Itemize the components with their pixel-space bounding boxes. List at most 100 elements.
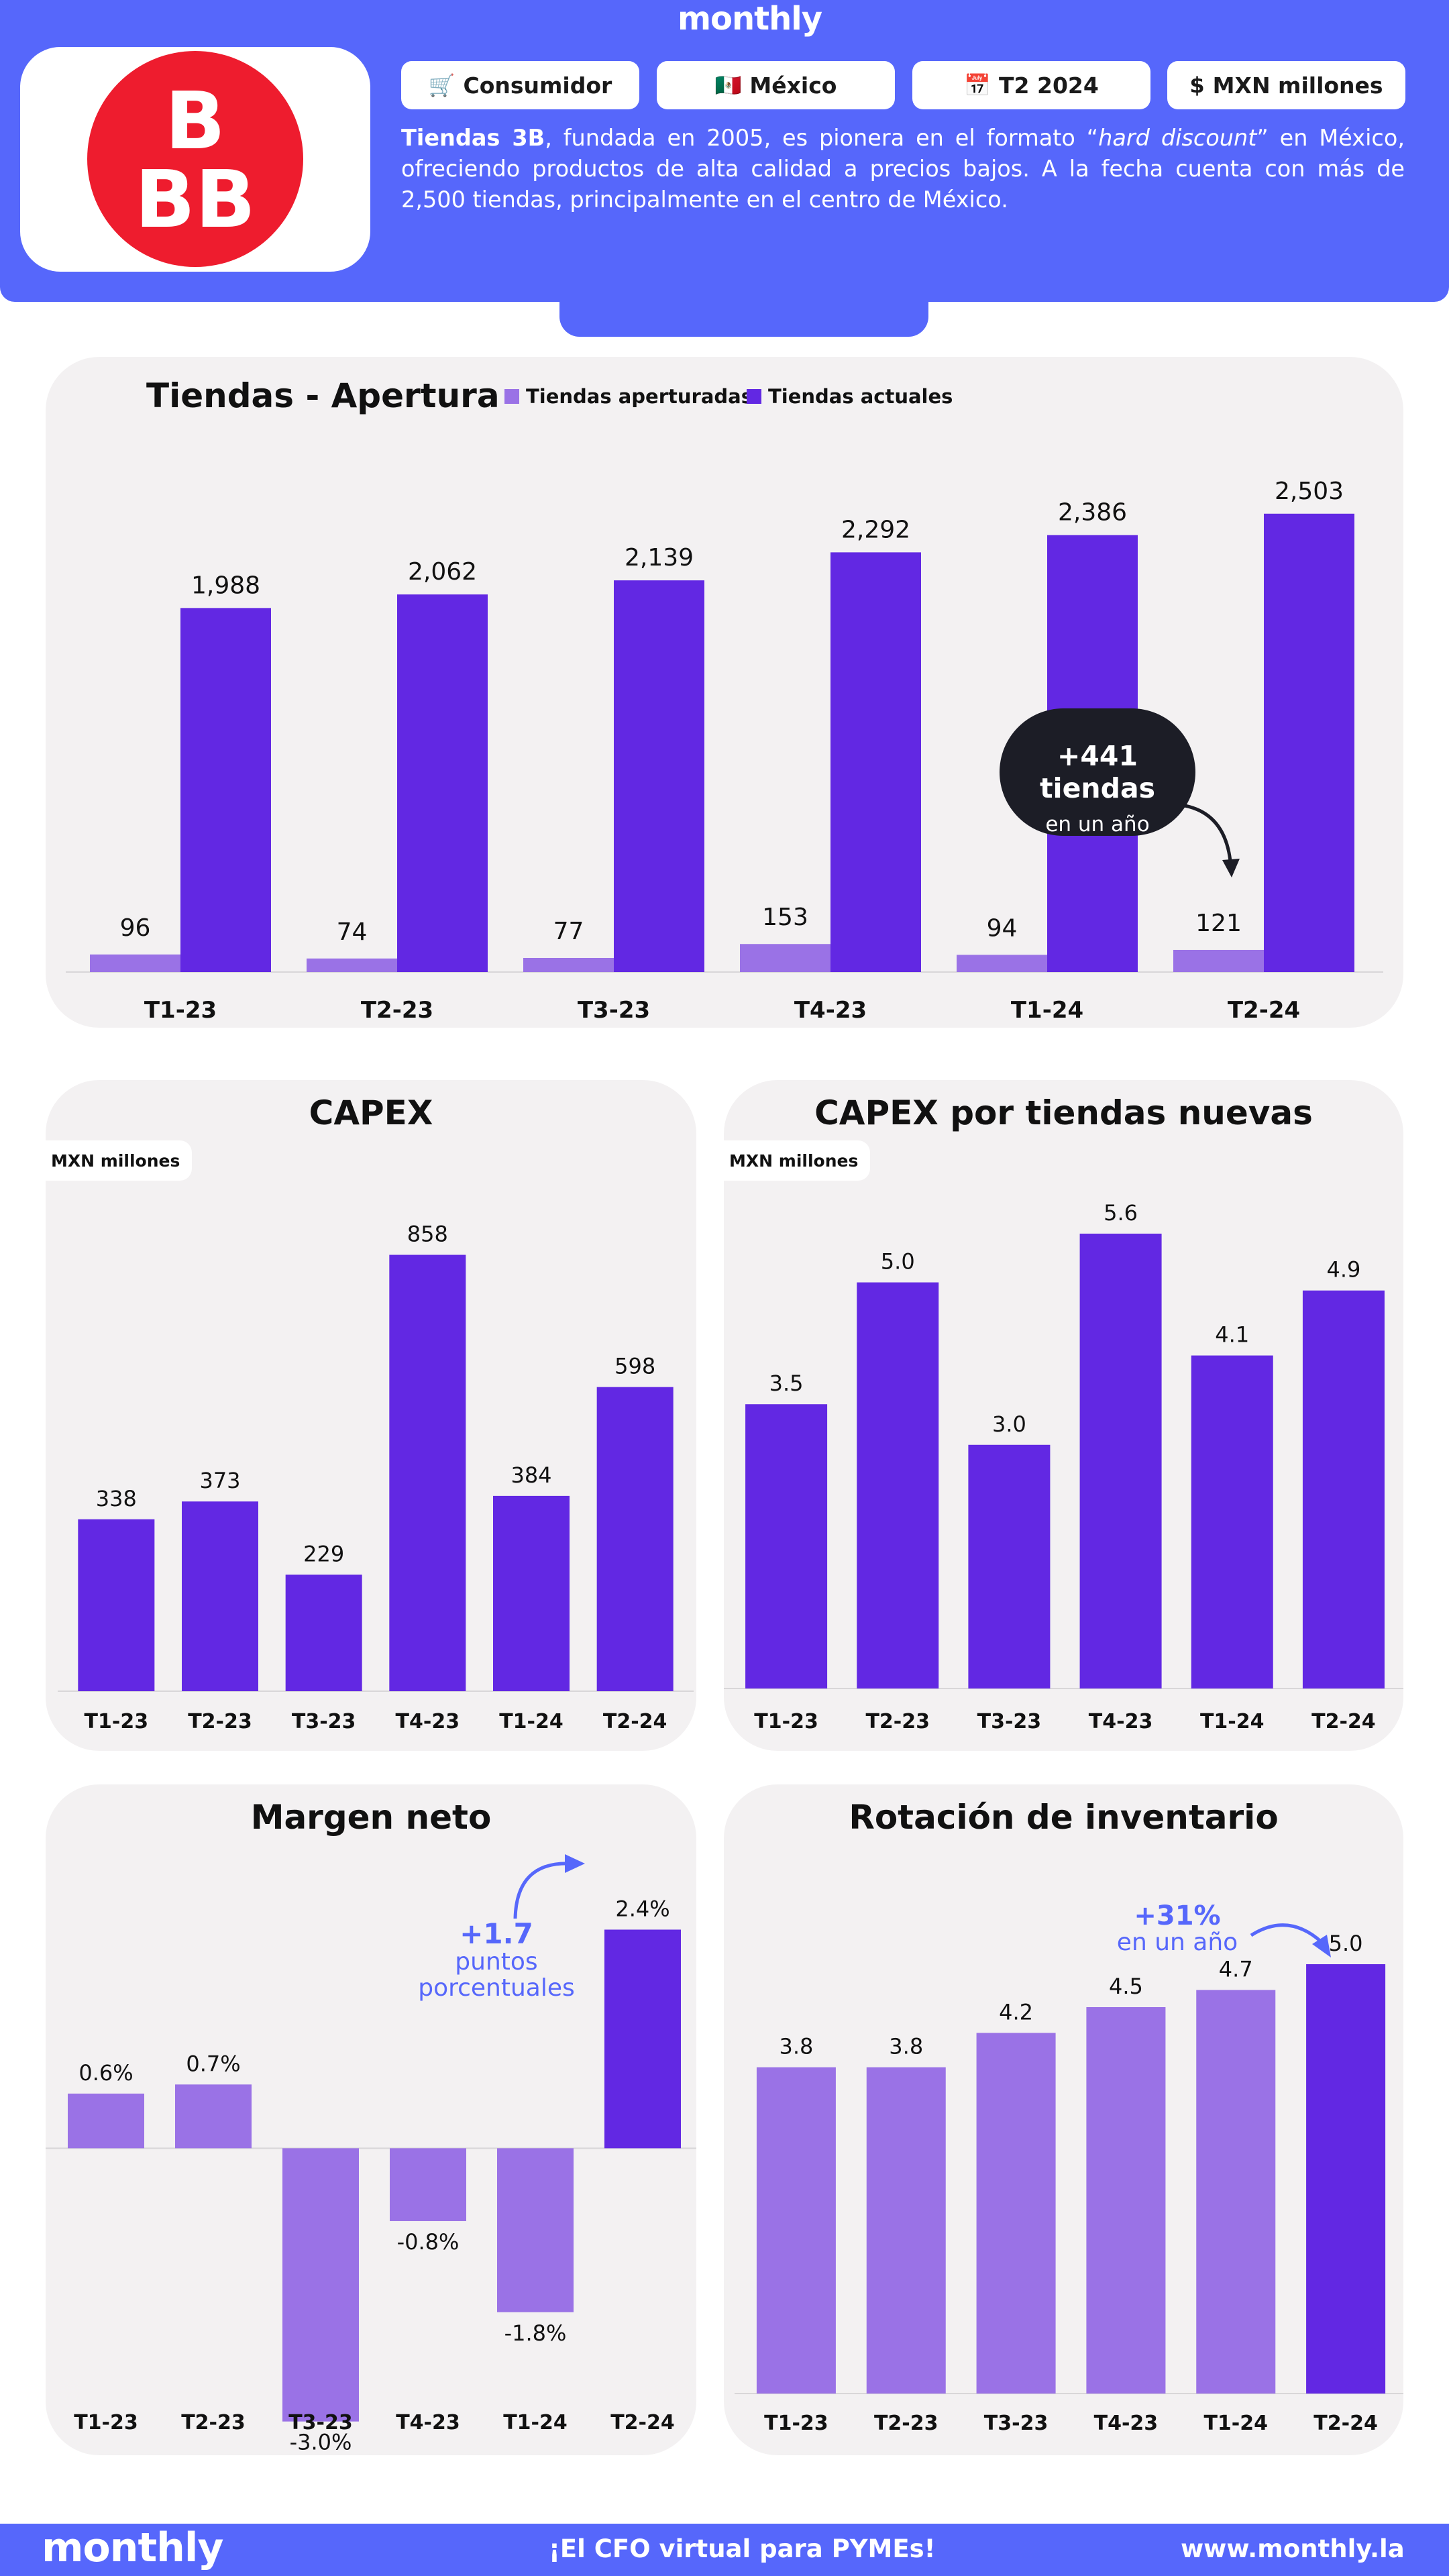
- tiendas-x-tick: T1-24: [1011, 997, 1083, 1024]
- annotation-margen: +1.7 puntos porcentuales: [396, 1919, 597, 2002]
- tiendas-x-tick: T3-23: [578, 997, 650, 1024]
- pill-period: 📅 T2 2024: [912, 61, 1150, 109]
- pill-sector-label: Consumidor: [463, 72, 612, 99]
- chart-capex-value-label: 858: [407, 1222, 448, 1247]
- chart-rotacion-value-label: 4.7: [1219, 1956, 1253, 1982]
- chart-capex-value-label: 338: [96, 1486, 137, 1511]
- footer-url[interactable]: www.monthly.la: [1181, 2534, 1405, 2563]
- chart-rotacion-x-tick: T2-23: [874, 2412, 938, 2435]
- company-name: Tiendas 3B: [401, 125, 545, 151]
- chart-capex-tienda-x-tick: T1-24: [1200, 1710, 1265, 1733]
- tiendas-label-aperturadas: 94: [987, 914, 1018, 942]
- panel-capex-tienda: [724, 1080, 1403, 1751]
- tiendas-label-aperturadas: 121: [1195, 910, 1242, 937]
- tiendas-bar-actuales: [180, 608, 271, 972]
- tiendas-x-tick: T4-23: [794, 997, 867, 1024]
- rotacion-title: Rotación de inventario: [849, 1798, 1279, 1837]
- chart-capex-x-tick: T2-24: [603, 1710, 667, 1733]
- chart-capex-tienda-x-tick: T1-23: [754, 1710, 818, 1733]
- pill-sector: 🛒 Consumidor: [401, 61, 639, 109]
- chart-margen: 0.6% T1-23 0.7% T2-23 -3.0%T3-23 -0.8% T4-23 -1…: [46, 1896, 696, 2455]
- chart-capex-bar: [596, 1387, 674, 1691]
- chart-capex-tienda-value-label: 5.0: [881, 1249, 915, 1275]
- chart-rotacion-value-label: 3.8: [779, 2034, 813, 2059]
- chart-rotacion-value-label: 4.5: [1109, 1974, 1143, 1999]
- capex-tienda-title: CAPEX por tiendas nuevas: [814, 1093, 1313, 1132]
- annotation-rotacion-arrow-icon: [1250, 1923, 1331, 1957]
- calendar-icon: 📅: [964, 72, 991, 98]
- pill-currency-label: MXN millones: [1212, 72, 1383, 99]
- tiendas-label-actuales: 2,292: [841, 516, 910, 543]
- chart-capex-tienda-bar: [1191, 1355, 1273, 1688]
- annotation-tiendas-line2: en un año: [1045, 812, 1150, 837]
- tiendas-bar-aperturadas: [523, 957, 614, 972]
- chart-rotacion-bar: [1196, 1990, 1276, 2394]
- chart-rotacion-bar: [756, 2067, 836, 2394]
- chart-rotacion-bar: [976, 2033, 1056, 2394]
- desc-part-a: , fundada en 2005, es pionera en el form…: [545, 125, 1099, 151]
- tiendas-bar-actuales: [830, 552, 921, 972]
- desc-part-b: ” en México, ofreciendo productos de alt…: [401, 125, 1405, 213]
- annotation-tiendas-line1: +441 tiendas: [1039, 740, 1156, 804]
- desc-emphasis: hard discount: [1098, 125, 1257, 151]
- dollar-icon: $: [1189, 72, 1205, 98]
- chart-margen-bar: [175, 2084, 252, 2149]
- footer-bar: [0, 2524, 1449, 2576]
- chart-tiendas: 96 1,988 T1-23 74 2,062 T2-23 77 2,139 T3-23 153 2…: [66, 478, 1383, 1024]
- annotation-tiendas-bubble: +441 tiendas en un año: [1000, 708, 1195, 837]
- chart-capex-value-label: 384: [511, 1462, 551, 1488]
- capex-title: CAPEX: [309, 1093, 433, 1132]
- chart-rotacion-value-label: 3.8: [889, 2034, 923, 2059]
- brand-logo-footer: monthly: [42, 2524, 224, 2571]
- chart-margen-x-tick: T3-23: [288, 2411, 353, 2434]
- legend-swatch-aperturadas: [504, 389, 519, 404]
- chart-rotacion-bar: [1306, 1964, 1386, 2394]
- tiendas-label-actuales: 1,988: [191, 572, 260, 599]
- chart-margen-value-label: 0.6%: [78, 2060, 133, 2086]
- tiendas-x-tick: T2-23: [361, 997, 433, 1024]
- chart-margen-x-tick: T2-24: [610, 2411, 675, 2434]
- tiendas-label-actuales: 2,062: [408, 558, 477, 586]
- annotation-margen-line2: puntos: [455, 1948, 538, 1976]
- chart-rotacion-value-label: 5.0: [1329, 1931, 1363, 1956]
- company-description: Tiendas 3B, fundada en 2005, es pionera …: [401, 123, 1405, 215]
- chart-capex-x-tick: T1-24: [499, 1710, 564, 1733]
- annotation-rotacion: +31% en un año: [1100, 1902, 1254, 1955]
- tiendas-x-tick: T2-24: [1228, 997, 1300, 1024]
- chart-rotacion-x-tick: T1-24: [1203, 2412, 1268, 2435]
- tiendas-bar-actuales: [397, 594, 488, 972]
- chart-rotacion-x-tick: T1-23: [764, 2412, 828, 2435]
- logo-letters-bottom: BB: [135, 153, 256, 246]
- legend-swatch-actuales: [747, 389, 761, 404]
- tiendas-bar-aperturadas: [1173, 949, 1264, 972]
- legend-aperturadas: Tiendas aperturadas: [504, 385, 753, 408]
- tiendas-label-aperturadas: 153: [762, 904, 808, 931]
- chart-capex-bar: [285, 1574, 362, 1691]
- chart-rotacion-x-tick: T2-24: [1313, 2412, 1378, 2435]
- tiendas-label-actuales: 2,386: [1058, 499, 1127, 527]
- chart-margen-bar: [604, 1929, 681, 2149]
- chart-capex-x-tick: T4-23: [396, 1710, 460, 1733]
- annotation-margen-arrow-icon: [513, 1854, 585, 1919]
- panel-margen: [46, 1784, 696, 2455]
- legend-actuales: Tiendas actuales: [747, 385, 953, 408]
- tiendas-bar-aperturadas: [307, 958, 397, 972]
- annotation-rotacion-line2: en un año: [1116, 1929, 1238, 1956]
- chart-capex-tienda-value-label: 3.0: [992, 1411, 1026, 1437]
- chart-margen-bar: [68, 2093, 144, 2149]
- chart-margen-x-tick: T1-23: [74, 2411, 138, 2434]
- chart-rotacion: 3.8 T1-23 3.8 T2-23 4.2 T3-23 4.5 T4-23 4.7 T1-24…: [735, 1931, 1403, 2435]
- tiendas-bar-aperturadas: [740, 944, 830, 972]
- margen-title: Margen neto: [250, 1798, 492, 1837]
- chart-capex-tienda-bar: [1079, 1233, 1162, 1688]
- chart-capex-tienda-bar: [1302, 1290, 1385, 1688]
- tiendas-bar-actuales: [614, 580, 704, 972]
- chart-capex-tienda-x-tick: T2-23: [865, 1710, 930, 1733]
- chart-rotacion-x-tick: T3-23: [984, 2412, 1049, 2435]
- chart-margen-bar: [282, 2148, 359, 2422]
- chart-margen-value-label: 0.7%: [186, 2051, 240, 2076]
- chart-capex-bar: [493, 1495, 570, 1691]
- chart-margen-value-label: -1.8%: [504, 2320, 567, 2346]
- annotation-rotacion-line1: +31%: [1134, 1900, 1221, 1931]
- chart-capex-bar: [78, 1519, 155, 1691]
